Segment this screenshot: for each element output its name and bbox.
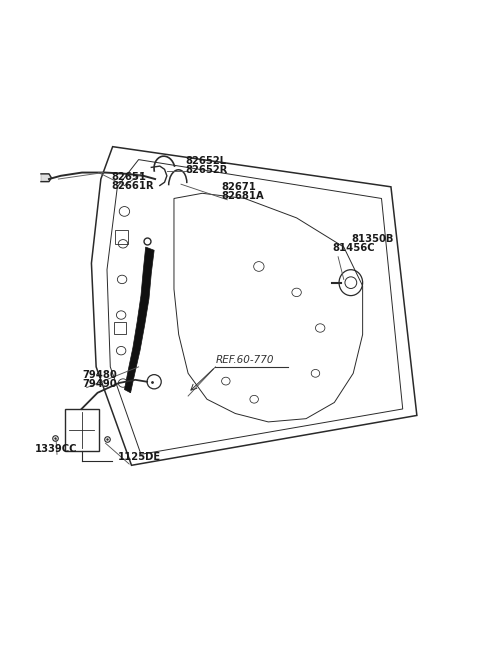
- Polygon shape: [41, 174, 51, 182]
- Text: 79480: 79480: [82, 370, 117, 380]
- Text: 82681A: 82681A: [221, 191, 264, 201]
- Bar: [115, 230, 128, 245]
- Bar: [64, 409, 98, 451]
- Text: REF.60-770: REF.60-770: [216, 355, 274, 365]
- Text: 82671: 82671: [221, 182, 256, 192]
- Text: 82652R: 82652R: [186, 165, 228, 175]
- Text: 82651: 82651: [112, 172, 147, 182]
- Polygon shape: [124, 247, 154, 393]
- Text: 1339CC: 1339CC: [35, 443, 77, 454]
- Text: 1125DE: 1125DE: [118, 452, 161, 462]
- Text: 81456C: 81456C: [332, 243, 374, 253]
- Text: 82661R: 82661R: [112, 180, 155, 191]
- Bar: [114, 321, 126, 335]
- Text: 81350B: 81350B: [351, 234, 394, 244]
- Text: 82652L: 82652L: [186, 156, 227, 166]
- Text: 79490: 79490: [82, 379, 117, 389]
